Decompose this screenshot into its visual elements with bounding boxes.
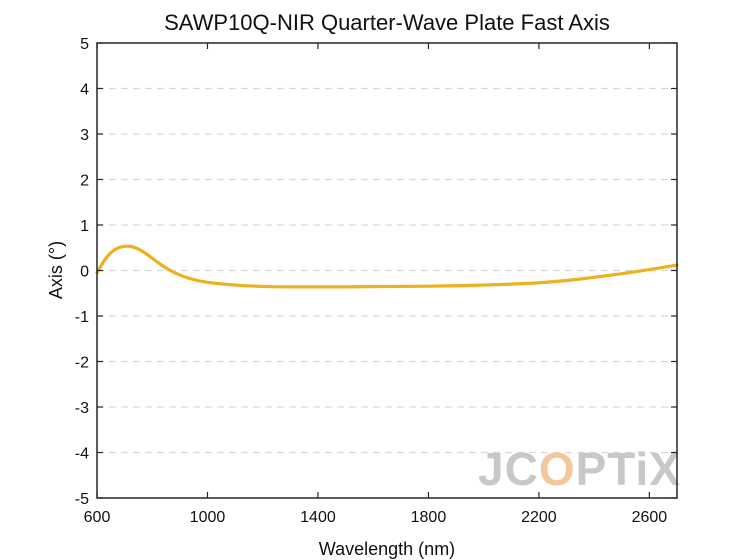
- grid-lines: [97, 87, 677, 454]
- y-axis-label: Axis (°): [46, 241, 66, 299]
- chart-title: SAWP10Q-NIR Quarter-Wave Plate Fast Axis: [164, 10, 610, 35]
- watermark-text-b: O: [539, 443, 576, 495]
- series-line: [95, 244, 679, 289]
- x-tick-label: 1800: [411, 509, 447, 526]
- x-axis-label: Wavelength (nm): [319, 539, 455, 559]
- y-tick-label: -4: [75, 446, 89, 463]
- x-tick-labels: 600 1000 1400 1800 2200 2600: [84, 509, 668, 526]
- watermark-text-c: PTiX: [576, 443, 681, 495]
- y-tick-label: 0: [80, 264, 89, 281]
- x-tick-label: 2600: [632, 509, 668, 526]
- y-tick-label: -1: [75, 309, 89, 326]
- x-tick-label: 1400: [300, 509, 336, 526]
- watermark-logo: JCOPTiX: [478, 443, 681, 495]
- watermark-text: JCOPTiX: [478, 443, 681, 495]
- y-tick-label: -3: [75, 400, 89, 417]
- y-tick-labels: 5 4 3 2 1 0 -1 -2 -3 -4 -5: [75, 36, 89, 508]
- y-tick-label: 3: [80, 127, 89, 144]
- y-tick-label: 4: [80, 82, 89, 99]
- series-layer: [95, 244, 679, 289]
- watermark-text-a: JC: [478, 443, 539, 495]
- tick-marks: [96, 42, 677, 499]
- y-tick-label: 2: [80, 173, 89, 190]
- x-tick-label: 2200: [521, 509, 557, 526]
- y-tick-label: -5: [75, 491, 89, 508]
- y-tick-label: 1: [80, 218, 89, 235]
- y-tick-label: 5: [80, 36, 89, 53]
- x-tick-label: 600: [84, 509, 111, 526]
- x-tick-label: 1000: [190, 509, 226, 526]
- y-tick-label: -2: [75, 355, 89, 372]
